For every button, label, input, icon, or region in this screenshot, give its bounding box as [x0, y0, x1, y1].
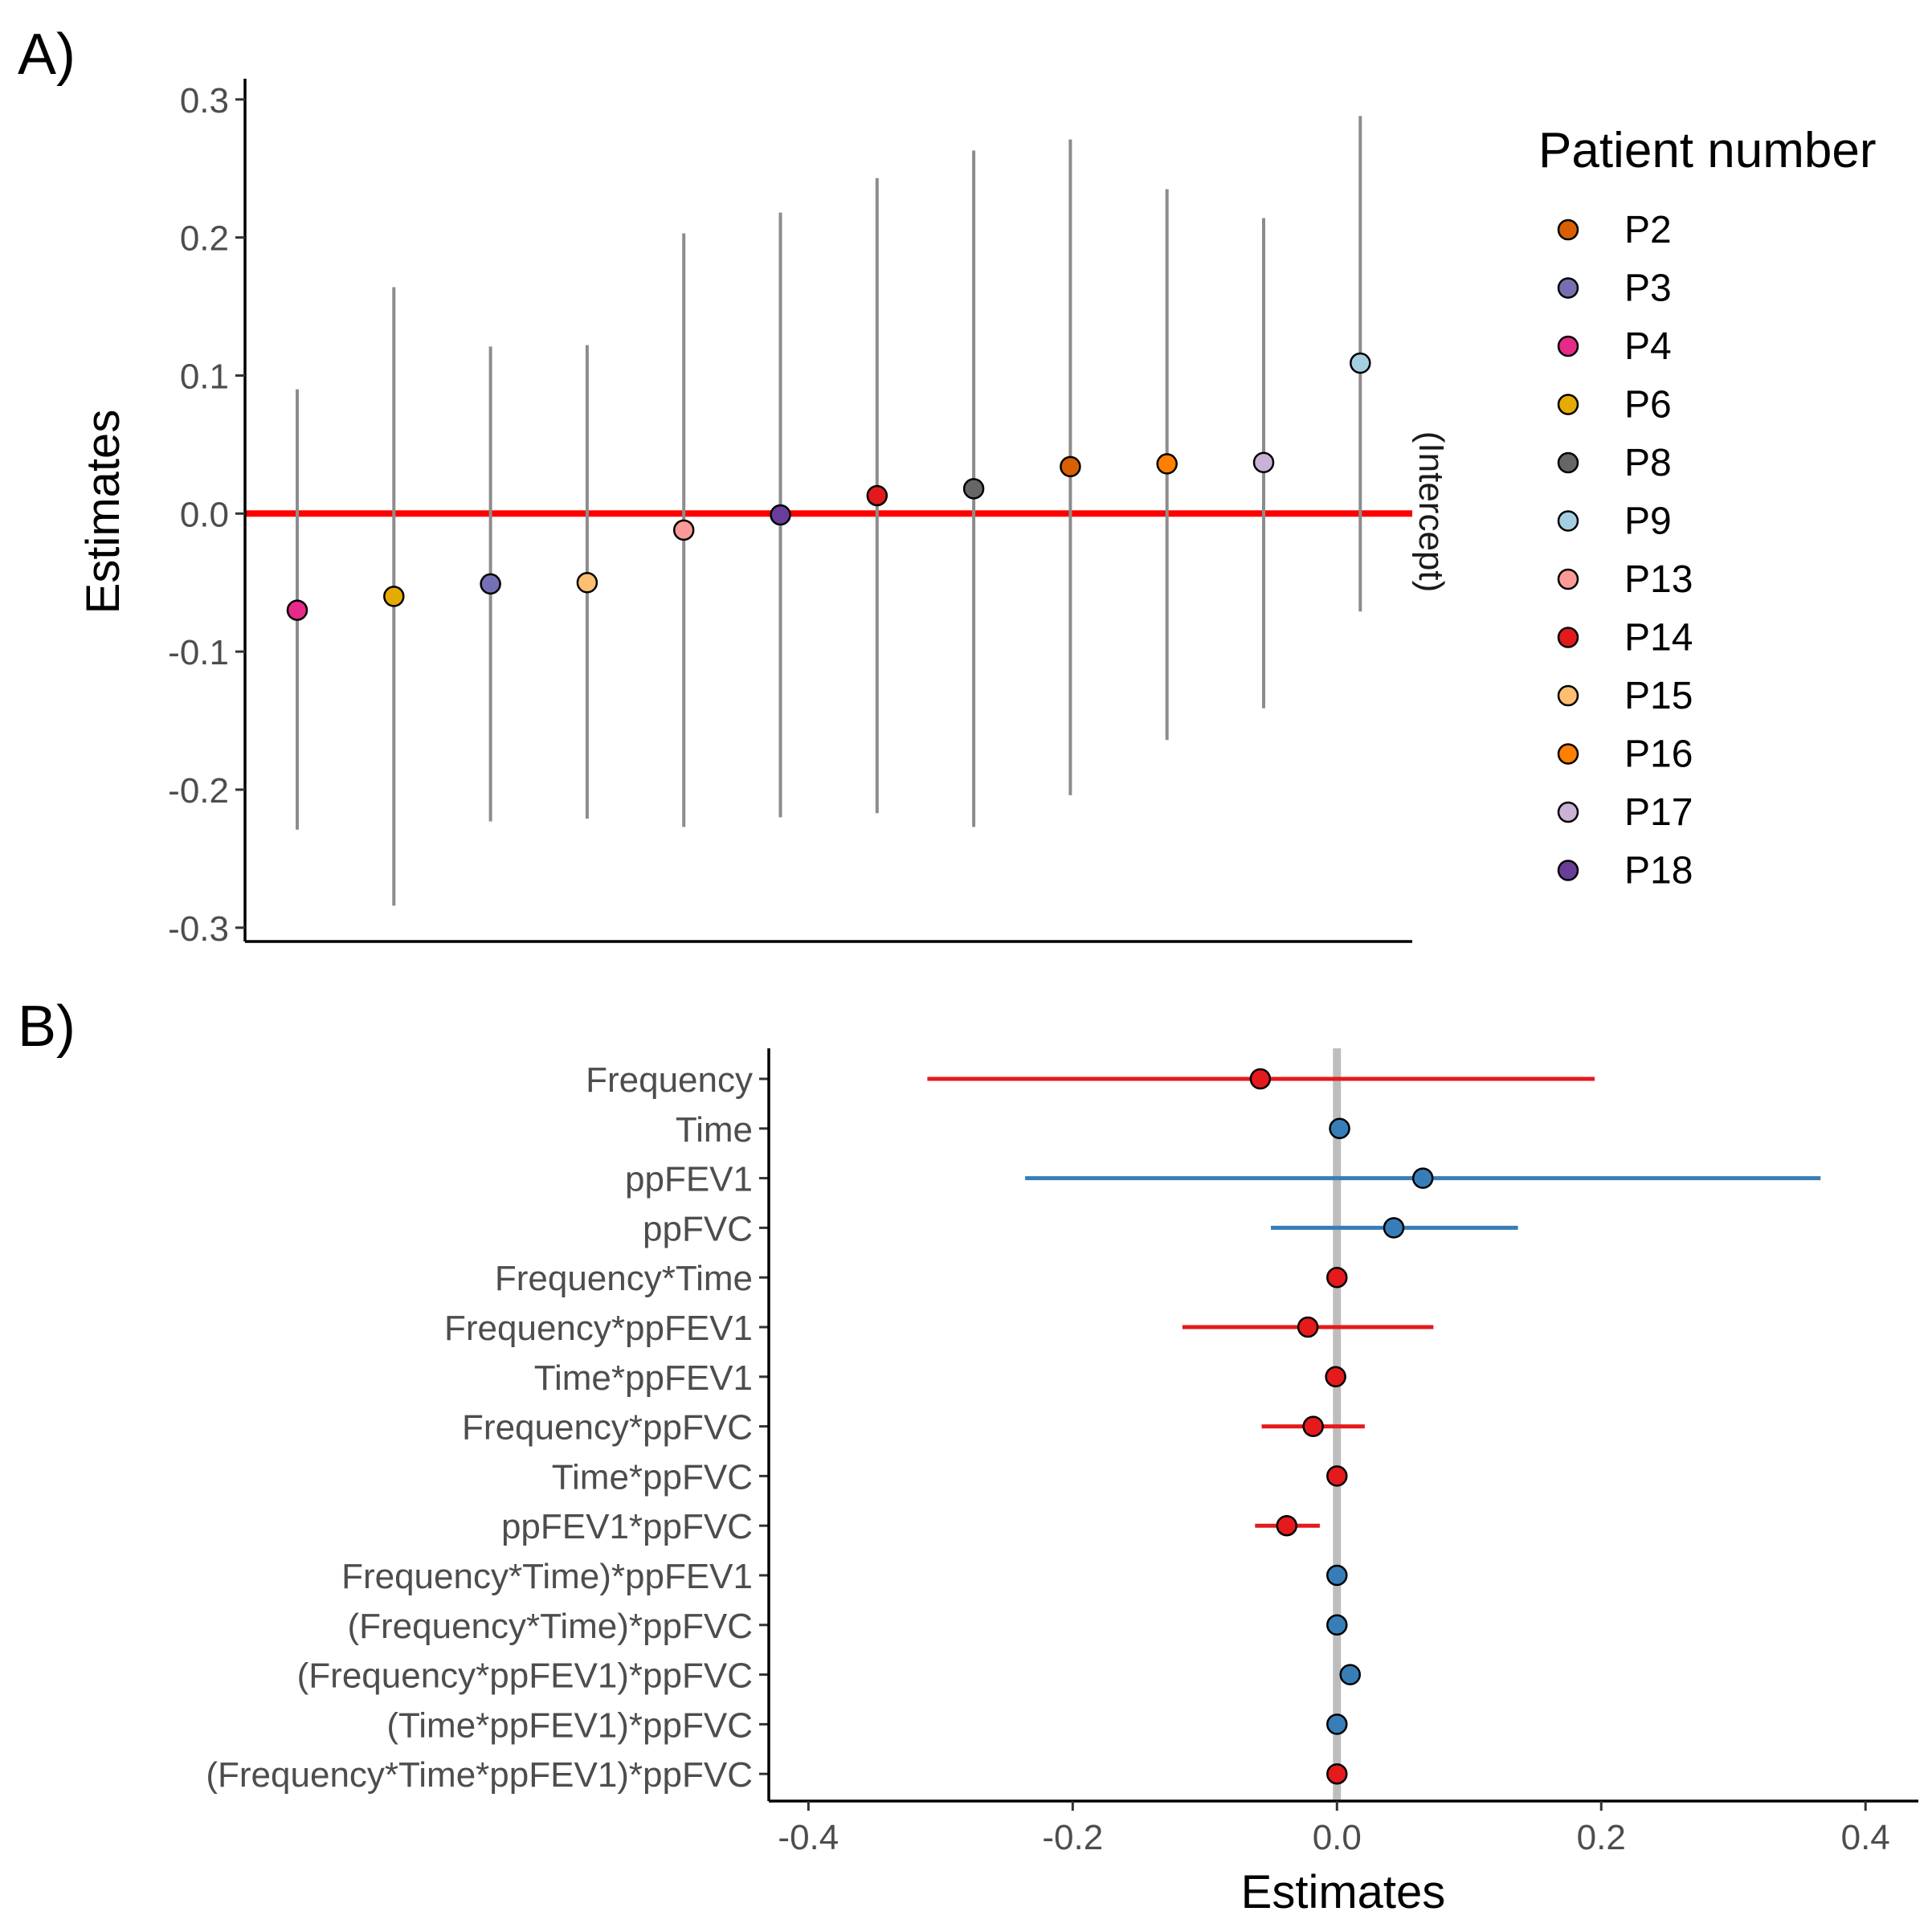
panel-b-point: [1326, 1266, 1348, 1289]
panel-b-term-label: Frequency*ppFEV1: [444, 1309, 753, 1348]
panel-b-point: [1411, 1167, 1434, 1189]
panel-b-x-tick-label: 0.2: [1577, 1818, 1626, 1857]
panel-b-term-label: ppFVC: [643, 1209, 753, 1248]
panel-b-point: [1297, 1316, 1319, 1338]
legend-key-p2: [1557, 219, 1579, 241]
panel-a-point-p2: [1060, 455, 1081, 478]
legend-key-p14: [1557, 627, 1579, 648]
panel-b-term-label: Frequency*Time: [495, 1259, 753, 1298]
panel-a-point-p15: [576, 571, 598, 594]
legend-label-p18: P18: [1624, 850, 1693, 892]
panel-a-y-tick-label: -0.2: [168, 771, 229, 811]
panel-b-point: [1326, 1614, 1348, 1636]
panel-b-term-label: Time: [676, 1110, 753, 1150]
legend-label-p14: P14: [1624, 617, 1693, 660]
legend-key-p17: [1557, 801, 1579, 823]
panel-a-y-tick-label: 0.3: [180, 81, 229, 120]
panel-a-point-p18: [770, 504, 791, 526]
panel-b: B) Frequency Time ppFEV1 ppFVC Frequency*Tim…: [18, 995, 1918, 1918]
panel-a-point-p9: [1350, 352, 1371, 374]
legend-label-p17: P17: [1624, 791, 1693, 834]
legend-key-p8: [1557, 451, 1579, 474]
panel-b-term-label: (Frequency*ppFEV1)*ppFVC: [297, 1656, 753, 1696]
legend-key-p3: [1557, 277, 1579, 299]
panel-b-x-tick-label: 0.0: [1313, 1818, 1362, 1857]
panel-b-point: [1302, 1415, 1324, 1437]
panel-b-term-label: ppFEV1*ppFVC: [501, 1507, 753, 1546]
panel-b-term-label: Frequency*ppFVC: [462, 1408, 753, 1448]
panel-a-label: A): [18, 22, 76, 87]
panel-b-term-label: Frequency: [586, 1060, 753, 1100]
legend-label-p13: P13: [1624, 558, 1693, 601]
panel-a-point-p6: [383, 586, 405, 607]
panel-b-point: [1329, 1117, 1350, 1140]
panel-a: A) -0.3 -0.2 -0.1 0.0 0.1 0.2 0.3 Estimates (I…: [18, 22, 1876, 949]
panel-a-point-p17: [1252, 451, 1275, 473]
panel-a-y-tick-label: 0.2: [180, 219, 229, 259]
panel-b-point: [1249, 1068, 1272, 1090]
legend-label-p16: P16: [1624, 733, 1693, 776]
panel-b-point: [1383, 1217, 1405, 1239]
panel-a-y-axis-title: Estimates: [77, 410, 129, 615]
panel-a-facet-label: (Intercept): [1411, 431, 1451, 593]
legend-label-p3: P3: [1624, 268, 1672, 310]
panel-a-axes: -0.3 -0.2 -0.1 0.0 0.1 0.2 0.3: [168, 79, 1412, 949]
panel-b-term-label: Frequency*Time)*ppFEV1: [341, 1557, 753, 1596]
panel-b-point: [1325, 1366, 1346, 1388]
panel-b-label: B): [18, 995, 76, 1059]
panel-b-x-axis-title: Estimates: [1241, 1866, 1446, 1918]
panel-b-term-label: (Frequency*Time)*ppFVC: [347, 1607, 753, 1646]
legend-key-p13: [1557, 568, 1579, 590]
panel-b-term-label: (Time*ppFEV1)*ppFVC: [386, 1705, 753, 1745]
panel-b-x-tick-label: -0.4: [778, 1818, 839, 1857]
legend-key-p9: [1557, 510, 1579, 532]
panel-b-x-tick-label: 0.4: [1841, 1818, 1890, 1857]
legend-label-p8: P8: [1624, 442, 1672, 484]
panel-a-point-p4: [286, 599, 308, 621]
panel-b-axes: Frequency Time ppFEV1 ppFVC Frequency*Time Fr…: [206, 1048, 1918, 1857]
legend-key-p18: [1557, 860, 1579, 881]
panel-b-point: [1326, 1465, 1348, 1487]
panel-a-y-tick-label: 0.0: [180, 495, 229, 534]
legend-label-p15: P15: [1624, 675, 1693, 717]
panel-b-term-label: (Frequency*Time*ppFEV1)*ppFVC: [206, 1755, 753, 1795]
panel-b-point: [1276, 1514, 1298, 1537]
panel-a-point-p13: [672, 519, 695, 541]
panel-a-y-tick-label: 0.1: [180, 357, 229, 396]
panel-a-y-tick-label: -0.1: [168, 633, 229, 672]
legend-label-p9: P9: [1624, 500, 1672, 543]
panel-a-points: [286, 352, 1371, 621]
legend-key-p6: [1557, 394, 1579, 415]
panel-b-term-label: Time*ppFVC: [552, 1457, 753, 1497]
panel-a-point-p3: [480, 573, 501, 595]
panel-b-term-label: ppFEV1: [625, 1160, 753, 1199]
legend-label-p4: P4: [1624, 325, 1672, 368]
panel-b-x-tick-label: -0.2: [1042, 1818, 1103, 1857]
panel-b-error-bars: [927, 1076, 1821, 1528]
legend-title: Patient number: [1538, 123, 1876, 178]
panel-a-point-p14: [866, 484, 888, 507]
legend-key-p4: [1557, 335, 1579, 357]
panel-a-y-tick-label: -0.3: [168, 909, 229, 949]
panel-a-point-p8: [962, 478, 985, 500]
legend-key-p15: [1557, 684, 1579, 707]
panel-b-point: [1326, 1564, 1348, 1587]
panel-a-point-p16: [1156, 453, 1178, 475]
panel-b-point: [1326, 1713, 1348, 1735]
legend-key-p16: [1557, 743, 1579, 765]
panel-b-point: [1339, 1664, 1361, 1685]
legend-label-p6: P6: [1624, 384, 1672, 427]
legend-label-p2: P2: [1624, 209, 1672, 251]
legend: Patient number P2 P3 P4 P6 P8 P9 P13 P14 P15 P16 P…: [1538, 123, 1876, 892]
panel-b-term-label: Time*ppFEV1: [534, 1358, 753, 1398]
panel-b-points: [1249, 1068, 1434, 1785]
panel-b-point: [1326, 1762, 1348, 1785]
